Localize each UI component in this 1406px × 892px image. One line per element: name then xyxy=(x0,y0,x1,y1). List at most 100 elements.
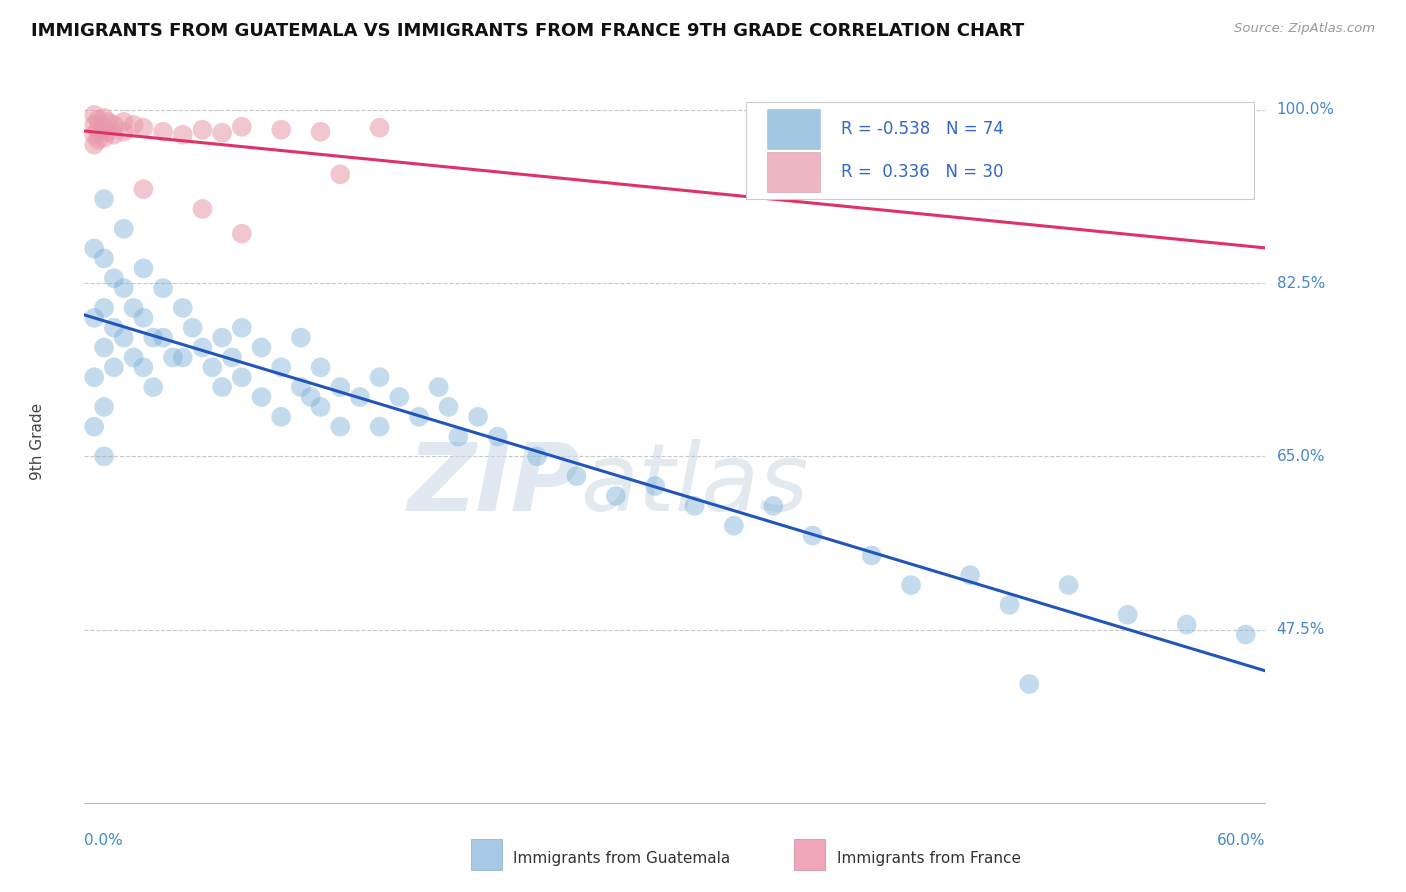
Point xyxy=(172,351,194,365)
Text: Source: ZipAtlas.com: Source: ZipAtlas.com xyxy=(1234,22,1375,36)
Text: atlas: atlas xyxy=(581,440,808,531)
Point xyxy=(388,390,411,404)
Point xyxy=(900,578,922,592)
Point xyxy=(408,409,430,424)
Text: 82.5%: 82.5% xyxy=(1277,276,1324,291)
Point xyxy=(112,330,135,344)
Point xyxy=(290,330,312,344)
Point xyxy=(103,128,125,142)
Point xyxy=(103,320,125,334)
Point xyxy=(132,310,155,325)
Point xyxy=(93,341,115,355)
Point xyxy=(83,137,105,152)
Point xyxy=(329,167,352,181)
Bar xyxy=(768,110,820,149)
Point xyxy=(152,281,174,295)
Point xyxy=(172,128,194,142)
Point xyxy=(368,120,391,135)
Point xyxy=(605,489,627,503)
Point xyxy=(1057,578,1080,592)
Point xyxy=(93,111,115,125)
Point xyxy=(299,390,322,404)
Point xyxy=(683,499,706,513)
Point xyxy=(201,360,224,375)
Point xyxy=(87,122,110,136)
Point xyxy=(83,108,105,122)
Point xyxy=(349,390,371,404)
Point xyxy=(427,380,450,394)
Text: 0.0%: 0.0% xyxy=(84,833,124,848)
Text: 9th Grade: 9th Grade xyxy=(30,403,45,480)
Point xyxy=(329,380,352,394)
Text: Immigrants from France: Immigrants from France xyxy=(837,851,1021,865)
Point xyxy=(329,419,352,434)
Point xyxy=(309,360,332,375)
Point xyxy=(644,479,666,493)
Point xyxy=(83,310,105,325)
Point xyxy=(152,125,174,139)
Point xyxy=(231,370,253,384)
Point xyxy=(142,380,165,394)
Point xyxy=(122,351,145,365)
Point xyxy=(181,320,204,334)
Text: ZIP: ZIP xyxy=(408,439,581,531)
Point xyxy=(87,112,110,127)
Point xyxy=(762,499,785,513)
Point xyxy=(93,192,115,206)
Point xyxy=(112,125,135,139)
Text: 60.0%: 60.0% xyxy=(1218,833,1265,848)
Text: IMMIGRANTS FROM GUATEMALA VS IMMIGRANTS FROM FRANCE 9TH GRADE CORRELATION CHART: IMMIGRANTS FROM GUATEMALA VS IMMIGRANTS … xyxy=(31,22,1024,40)
Point xyxy=(250,390,273,404)
Point xyxy=(83,242,105,256)
Point xyxy=(93,120,115,135)
Point xyxy=(132,261,155,276)
Text: R =  0.336   N = 30: R = 0.336 N = 30 xyxy=(841,163,1004,181)
Point xyxy=(162,351,184,365)
Point xyxy=(191,341,214,355)
Point xyxy=(93,301,115,315)
Point xyxy=(1018,677,1040,691)
Point xyxy=(221,351,243,365)
Point xyxy=(172,301,194,315)
Point xyxy=(191,202,214,216)
Point xyxy=(723,518,745,533)
Point xyxy=(1116,607,1139,622)
Point xyxy=(250,341,273,355)
Point xyxy=(87,133,110,147)
Point xyxy=(290,380,312,394)
Point xyxy=(93,450,115,464)
Point xyxy=(83,370,105,384)
Point xyxy=(97,125,120,139)
Point xyxy=(860,549,883,563)
Point xyxy=(309,125,332,139)
Point xyxy=(103,360,125,375)
Point xyxy=(368,370,391,384)
Point xyxy=(211,380,233,394)
Point xyxy=(998,598,1021,612)
Point xyxy=(231,320,253,334)
Text: 47.5%: 47.5% xyxy=(1277,622,1324,637)
Point xyxy=(368,419,391,434)
Point xyxy=(486,429,509,443)
Point xyxy=(231,227,253,241)
Point xyxy=(211,126,233,140)
Text: R = -0.538   N = 74: R = -0.538 N = 74 xyxy=(841,120,1004,138)
Text: 65.0%: 65.0% xyxy=(1277,449,1324,464)
Point xyxy=(103,118,125,132)
Point xyxy=(211,330,233,344)
Point xyxy=(122,301,145,315)
Point xyxy=(132,360,155,375)
Point xyxy=(1175,617,1198,632)
Point xyxy=(83,118,105,132)
Point xyxy=(93,400,115,414)
Point xyxy=(565,469,588,483)
Point xyxy=(309,400,332,414)
Point xyxy=(270,122,292,136)
Point xyxy=(93,130,115,145)
Point xyxy=(112,281,135,295)
Point xyxy=(526,450,548,464)
Bar xyxy=(768,153,820,192)
Text: Immigrants from Guatemala: Immigrants from Guatemala xyxy=(513,851,731,865)
Point xyxy=(437,400,460,414)
Point xyxy=(142,330,165,344)
